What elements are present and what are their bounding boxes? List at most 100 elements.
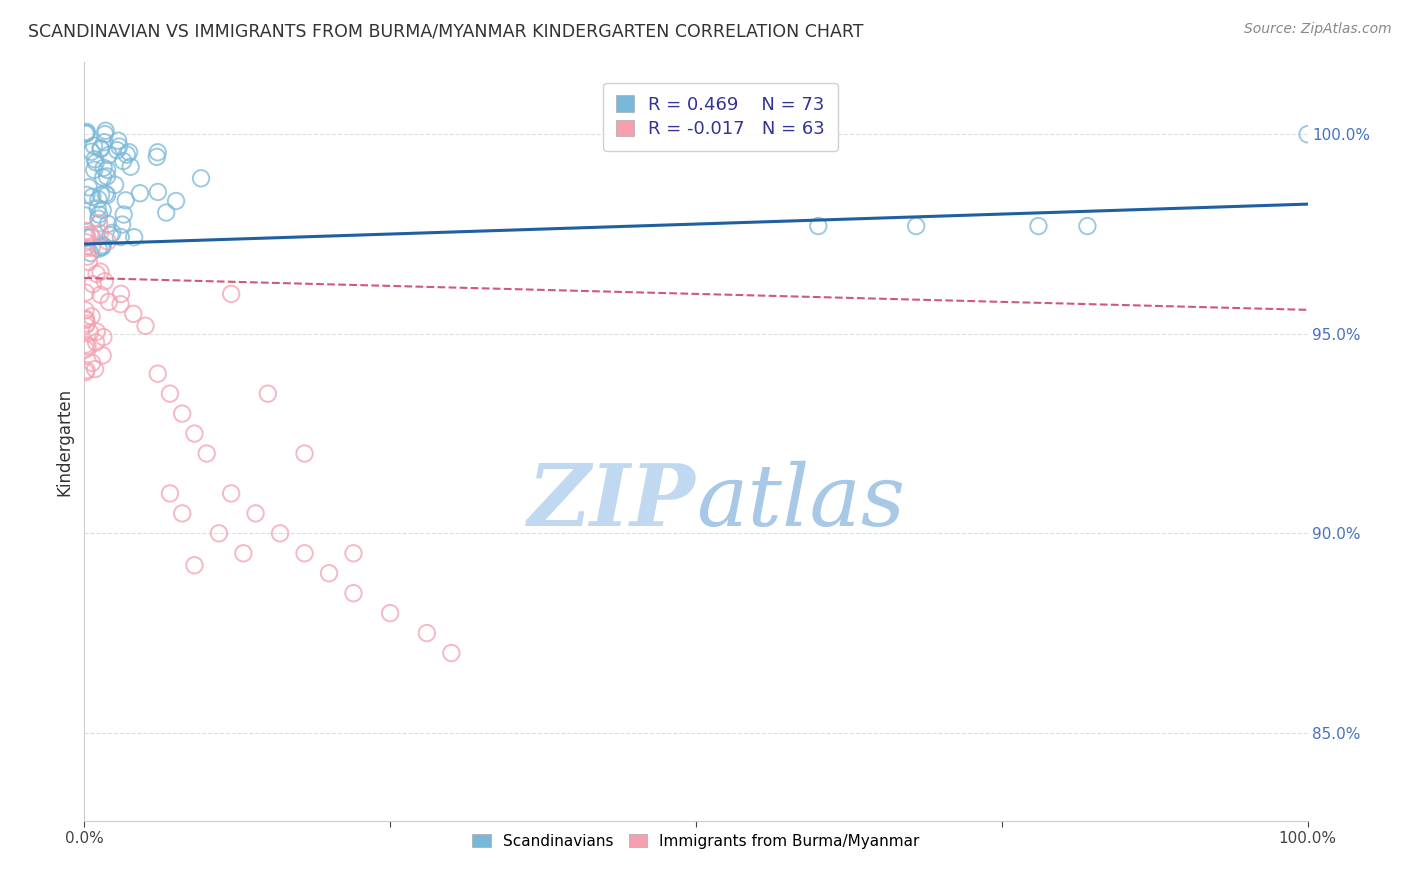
Point <box>94 186 117 201</box>
Point <box>115 147 138 161</box>
Point <box>97 217 120 231</box>
Point <box>111 218 134 232</box>
Point <box>380 606 402 620</box>
Point <box>98 228 121 243</box>
Point <box>75 285 97 300</box>
Point <box>75 303 97 318</box>
Point <box>75 337 97 351</box>
Point <box>165 194 187 208</box>
Point <box>318 566 340 581</box>
Point <box>172 507 194 521</box>
Point <box>93 135 115 149</box>
Point <box>86 202 108 216</box>
Point <box>76 317 98 331</box>
Point <box>89 216 111 230</box>
Point <box>84 155 107 169</box>
Point <box>807 219 830 233</box>
Point <box>86 325 108 339</box>
Point <box>79 227 101 242</box>
Point <box>97 294 120 309</box>
Point <box>75 312 97 326</box>
Point <box>82 190 104 204</box>
Point <box>294 546 316 560</box>
Point <box>1296 128 1319 142</box>
Point <box>105 143 128 157</box>
Point <box>76 230 98 244</box>
Point <box>84 335 107 350</box>
Point <box>89 226 111 240</box>
Point <box>183 558 205 573</box>
Point <box>122 230 145 244</box>
Point <box>440 646 463 660</box>
Point <box>87 193 110 207</box>
Point <box>75 235 97 250</box>
Point <box>90 187 112 202</box>
Point <box>195 446 218 460</box>
Point <box>83 153 105 167</box>
Point <box>76 250 98 264</box>
Point <box>155 205 177 219</box>
Point <box>232 546 254 560</box>
Point <box>77 255 100 269</box>
Point <box>159 386 181 401</box>
Point <box>93 330 115 344</box>
Point <box>112 153 135 168</box>
Point <box>110 286 132 301</box>
Point <box>87 242 110 256</box>
Point <box>89 265 111 279</box>
Point <box>93 161 115 175</box>
Point <box>122 307 145 321</box>
Point <box>159 486 181 500</box>
Point <box>104 178 127 192</box>
Point <box>94 124 117 138</box>
Point <box>90 141 112 155</box>
Text: ZIP: ZIP <box>529 460 696 544</box>
Text: atlas: atlas <box>696 461 905 543</box>
Point <box>107 134 129 148</box>
Point <box>75 209 97 223</box>
Point <box>79 246 101 260</box>
Point <box>80 145 103 159</box>
Point <box>76 126 98 140</box>
Point <box>416 626 439 640</box>
Point <box>342 546 364 560</box>
Point <box>245 507 267 521</box>
Point <box>905 219 928 233</box>
Point <box>135 318 157 333</box>
Point <box>257 386 280 401</box>
Legend: Scandinavians, Immigrants from Burma/Myanmar: Scandinavians, Immigrants from Burma/Mya… <box>467 828 925 855</box>
Point <box>114 194 136 208</box>
Point <box>190 171 212 186</box>
Point <box>84 362 107 376</box>
Point <box>146 185 169 199</box>
Point <box>80 229 103 244</box>
Point <box>75 228 97 243</box>
Point <box>91 170 114 185</box>
Point <box>96 169 118 184</box>
Point <box>118 145 141 160</box>
Text: Source: ZipAtlas.com: Source: ZipAtlas.com <box>1244 22 1392 37</box>
Point <box>91 238 114 252</box>
Point <box>75 343 97 357</box>
Point <box>94 127 117 141</box>
Point <box>83 162 105 177</box>
Point <box>112 208 135 222</box>
Point <box>75 313 97 327</box>
Point <box>91 348 114 362</box>
Point <box>96 162 118 177</box>
Point <box>146 150 169 164</box>
Point <box>86 267 108 281</box>
Point <box>90 142 112 156</box>
Point <box>269 526 291 541</box>
Point <box>76 339 98 353</box>
Point <box>77 180 100 194</box>
Point <box>110 297 132 311</box>
Point <box>172 407 194 421</box>
Point <box>83 138 105 153</box>
Point <box>75 241 97 255</box>
Text: SCANDINAVIAN VS IMMIGRANTS FROM BURMA/MYANMAR KINDERGARTEN CORRELATION CHART: SCANDINAVIAN VS IMMIGRANTS FROM BURMA/MY… <box>28 22 863 40</box>
Point <box>91 203 114 218</box>
Point <box>120 160 142 174</box>
Point <box>1028 219 1050 233</box>
Point <box>101 226 124 240</box>
